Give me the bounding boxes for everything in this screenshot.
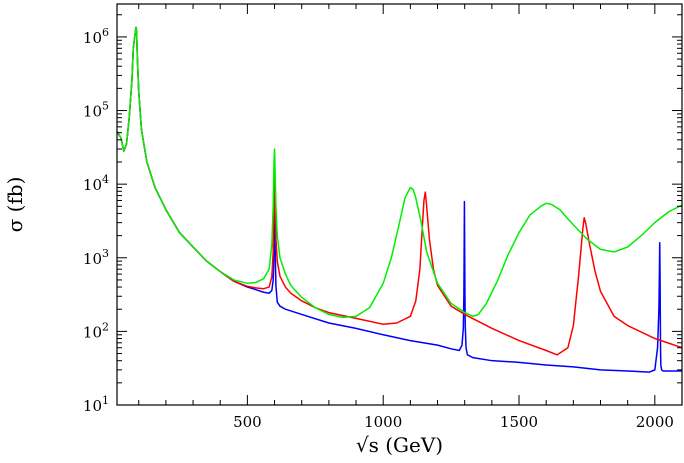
y-tick-label: 103: [83, 247, 109, 268]
y-tick-exponent: 2: [102, 320, 109, 333]
y-tick-label: 105: [83, 100, 109, 121]
y-tick-base: 10: [83, 323, 102, 341]
y-tick-exponent: 1: [102, 394, 109, 407]
y-tick-base: 10: [83, 250, 102, 268]
x-tick-label: 2000: [636, 413, 674, 431]
y-tick-base: 10: [83, 29, 102, 47]
y-tick-exponent: 6: [102, 26, 109, 39]
ticks-layer: [117, 4, 683, 406]
series-line-1: [117, 26, 682, 373]
series-line-2: [117, 26, 682, 356]
x-axis-label: √s (GeV): [356, 433, 443, 457]
y-tick-exponent: 4: [102, 173, 109, 186]
y-tick-label: 106: [83, 26, 109, 47]
x-tick-label: 1500: [500, 413, 538, 431]
y-tick-label: 102: [83, 320, 109, 341]
y-tick-base: 10: [83, 176, 102, 194]
x-tick-label: 1000: [364, 413, 402, 431]
series-line-3: [117, 26, 682, 319]
y-axis-label: σ (fb): [3, 177, 27, 233]
y-tick-label: 101: [83, 394, 109, 415]
x-tick-label: 500: [233, 413, 262, 431]
plot-frame: [116, 3, 683, 406]
y-tick-exponent: 3: [102, 247, 109, 260]
y-tick-base: 10: [83, 103, 102, 121]
y-tick-exponent: 5: [102, 100, 109, 113]
y-tick-label: 104: [83, 173, 109, 194]
y-tick-base: 10: [83, 397, 102, 415]
series-layer: [117, 26, 682, 373]
